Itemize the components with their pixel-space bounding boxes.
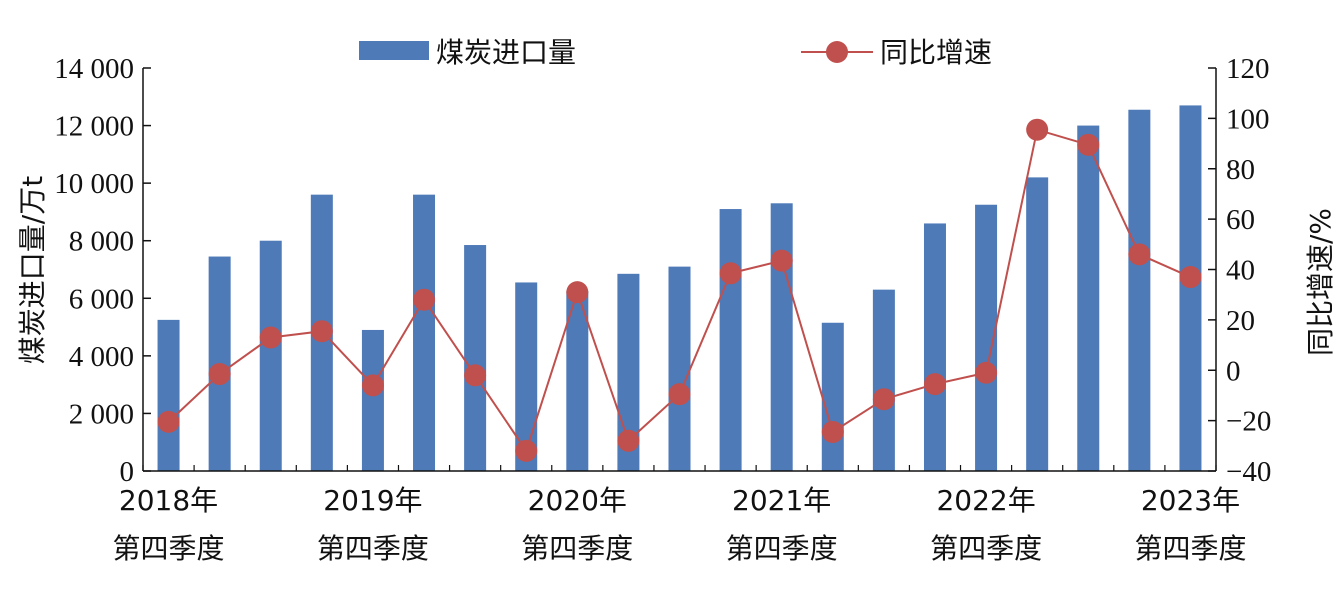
line-point-16 (975, 361, 998, 384)
right-tick-label-5: 60 (1226, 204, 1255, 236)
line-point-9 (617, 429, 640, 452)
left-tick-label-4: 8 000 (69, 226, 134, 258)
right-tick-label-7: 100 (1226, 103, 1270, 135)
bar-4 (361, 329, 384, 471)
line-point-20 (1179, 266, 1202, 289)
left-tick-label-3: 6 000 (69, 283, 134, 315)
bar-19 (1128, 109, 1151, 471)
x-label-quarter-1: 第四季度 (317, 532, 429, 565)
axes-layer (142, 67, 1217, 472)
line-point-7 (515, 439, 538, 462)
bar-16 (975, 204, 998, 471)
x-label-quarter-3: 第四季度 (726, 532, 838, 565)
x-label-quarter-4: 第四季度 (930, 532, 1042, 565)
line-point-6 (464, 364, 487, 387)
x-label-year-3: 2021年 (732, 484, 831, 517)
line-point-14 (872, 388, 895, 411)
line-point-10 (668, 383, 691, 406)
line-point-15 (923, 373, 946, 396)
right-tick-label-3: 20 (1226, 305, 1255, 337)
bar-8 (566, 291, 589, 471)
x-label-year-5: 2023年 (1141, 484, 1240, 517)
x-label-quarter-5: 第四季度 (1134, 532, 1246, 565)
bar-0 (157, 319, 180, 471)
bar-17 (1026, 177, 1049, 471)
line-point-12 (770, 249, 793, 272)
right-tick-label-6: 80 (1226, 154, 1255, 186)
x-label-year-1: 2019年 (323, 484, 422, 517)
left-tick-label-0: 0 (120, 456, 135, 488)
line-point-19 (1128, 243, 1151, 266)
bars-layer (157, 105, 1202, 472)
bar-6 (464, 245, 487, 471)
legend-line-marker (826, 41, 848, 63)
bar-20 (1179, 105, 1202, 472)
left-tick-label-7: 14 000 (54, 53, 134, 85)
line-point-3 (310, 320, 333, 343)
bar-7 (515, 282, 538, 471)
x-label-quarter-2: 第四季度 (521, 532, 633, 565)
line-layer (157, 118, 1202, 462)
right-axis-title: 同比增速/% (1304, 208, 1337, 356)
right-tick-label-4: 40 (1226, 255, 1255, 287)
bar-12 (770, 203, 793, 472)
left-tick-label-6: 12 000 (54, 111, 134, 143)
line-point-4 (361, 374, 384, 397)
line-point-0 (157, 410, 180, 433)
right-tick-label-2: 0 (1226, 355, 1241, 387)
bar-18 (1077, 125, 1100, 472)
left-axis-title: 煤炭进口量/万t (16, 176, 49, 364)
left-tick-label-5: 10 000 (54, 168, 134, 200)
line-point-13 (821, 420, 844, 443)
x-label-year-4: 2022年 (936, 484, 1035, 517)
line-point-11 (719, 262, 742, 285)
x-label-year-0: 2018年 (119, 484, 218, 517)
left-tick-label-2: 4 000 (69, 341, 134, 373)
legend-bar-swatch (359, 41, 429, 60)
bar-14 (872, 289, 895, 471)
bar-2 (259, 240, 282, 471)
line-point-1 (208, 363, 231, 386)
line-point-2 (259, 326, 282, 349)
right-tick-label-0: −40 (1226, 456, 1271, 488)
line-point-18 (1077, 133, 1100, 156)
bar-15 (923, 223, 946, 471)
line-point-8 (566, 281, 589, 304)
legend-bar-label: 煤炭进口量 (436, 36, 576, 69)
right-tick-label-1: −20 (1226, 406, 1271, 438)
bar-13 (821, 322, 844, 471)
line-point-17 (1026, 118, 1049, 141)
x-label-quarter-0: 第四季度 (113, 532, 225, 565)
legend-line-label: 同比增速 (880, 36, 992, 69)
labels-layer: 0 2 000 4 000 6 000 8 000 10 000 12 000 14 000 −… (16, 53, 1337, 565)
right-tick-label-8: 120 (1226, 53, 1270, 85)
bar-11 (719, 209, 742, 472)
left-tick-label-1: 2 000 (69, 398, 134, 430)
line-point-5 (413, 288, 436, 311)
bar-10 (668, 266, 691, 471)
bar-5 (413, 194, 436, 471)
x-label-year-2: 2020年 (528, 484, 627, 517)
legend: 煤炭进口量 同比增速 (359, 36, 992, 69)
